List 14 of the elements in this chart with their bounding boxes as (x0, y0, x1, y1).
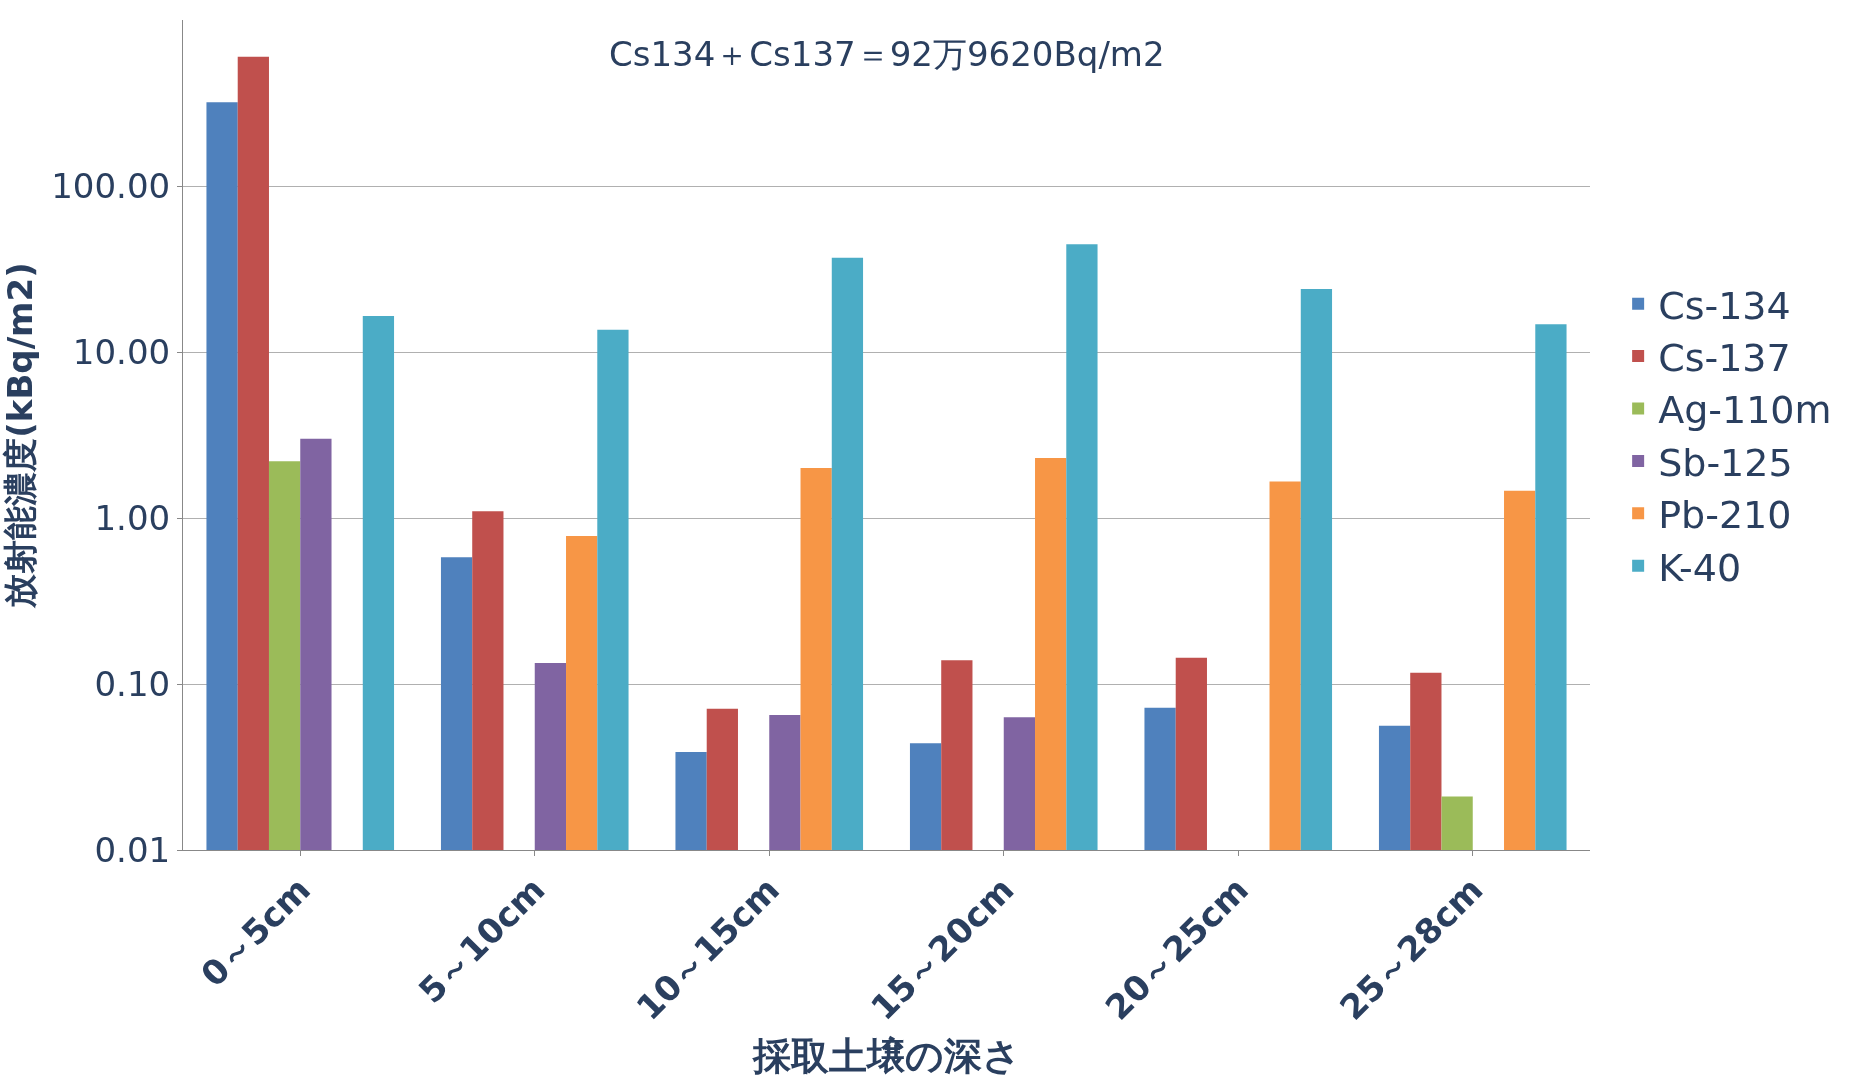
y-tick-label: 0.10 (94, 663, 171, 704)
y-axis-title: 放射能濃度(kBq/m2) (0, 262, 40, 609)
legend-label: Cs-134 (1658, 283, 1791, 328)
y-tick-label: 10.00 (72, 331, 171, 372)
chart-title: Cs134＋Cs137＝92万9620Bq/m2 (609, 34, 1165, 74)
legend-label: K-40 (1658, 545, 1742, 590)
y-tick-label: 1.00 (94, 497, 171, 538)
legend-label: Cs-137 (1658, 335, 1791, 380)
y-tick-label: 100.00 (51, 165, 171, 206)
legend-label: Sb-125 (1658, 440, 1793, 485)
y-tick-label: 0.01 (94, 829, 171, 870)
legend-label: Pb-210 (1658, 493, 1792, 538)
legend-label: Ag-110m (1658, 388, 1832, 433)
x-axis-title: 採取土壌の深さ (751, 1033, 1021, 1078)
